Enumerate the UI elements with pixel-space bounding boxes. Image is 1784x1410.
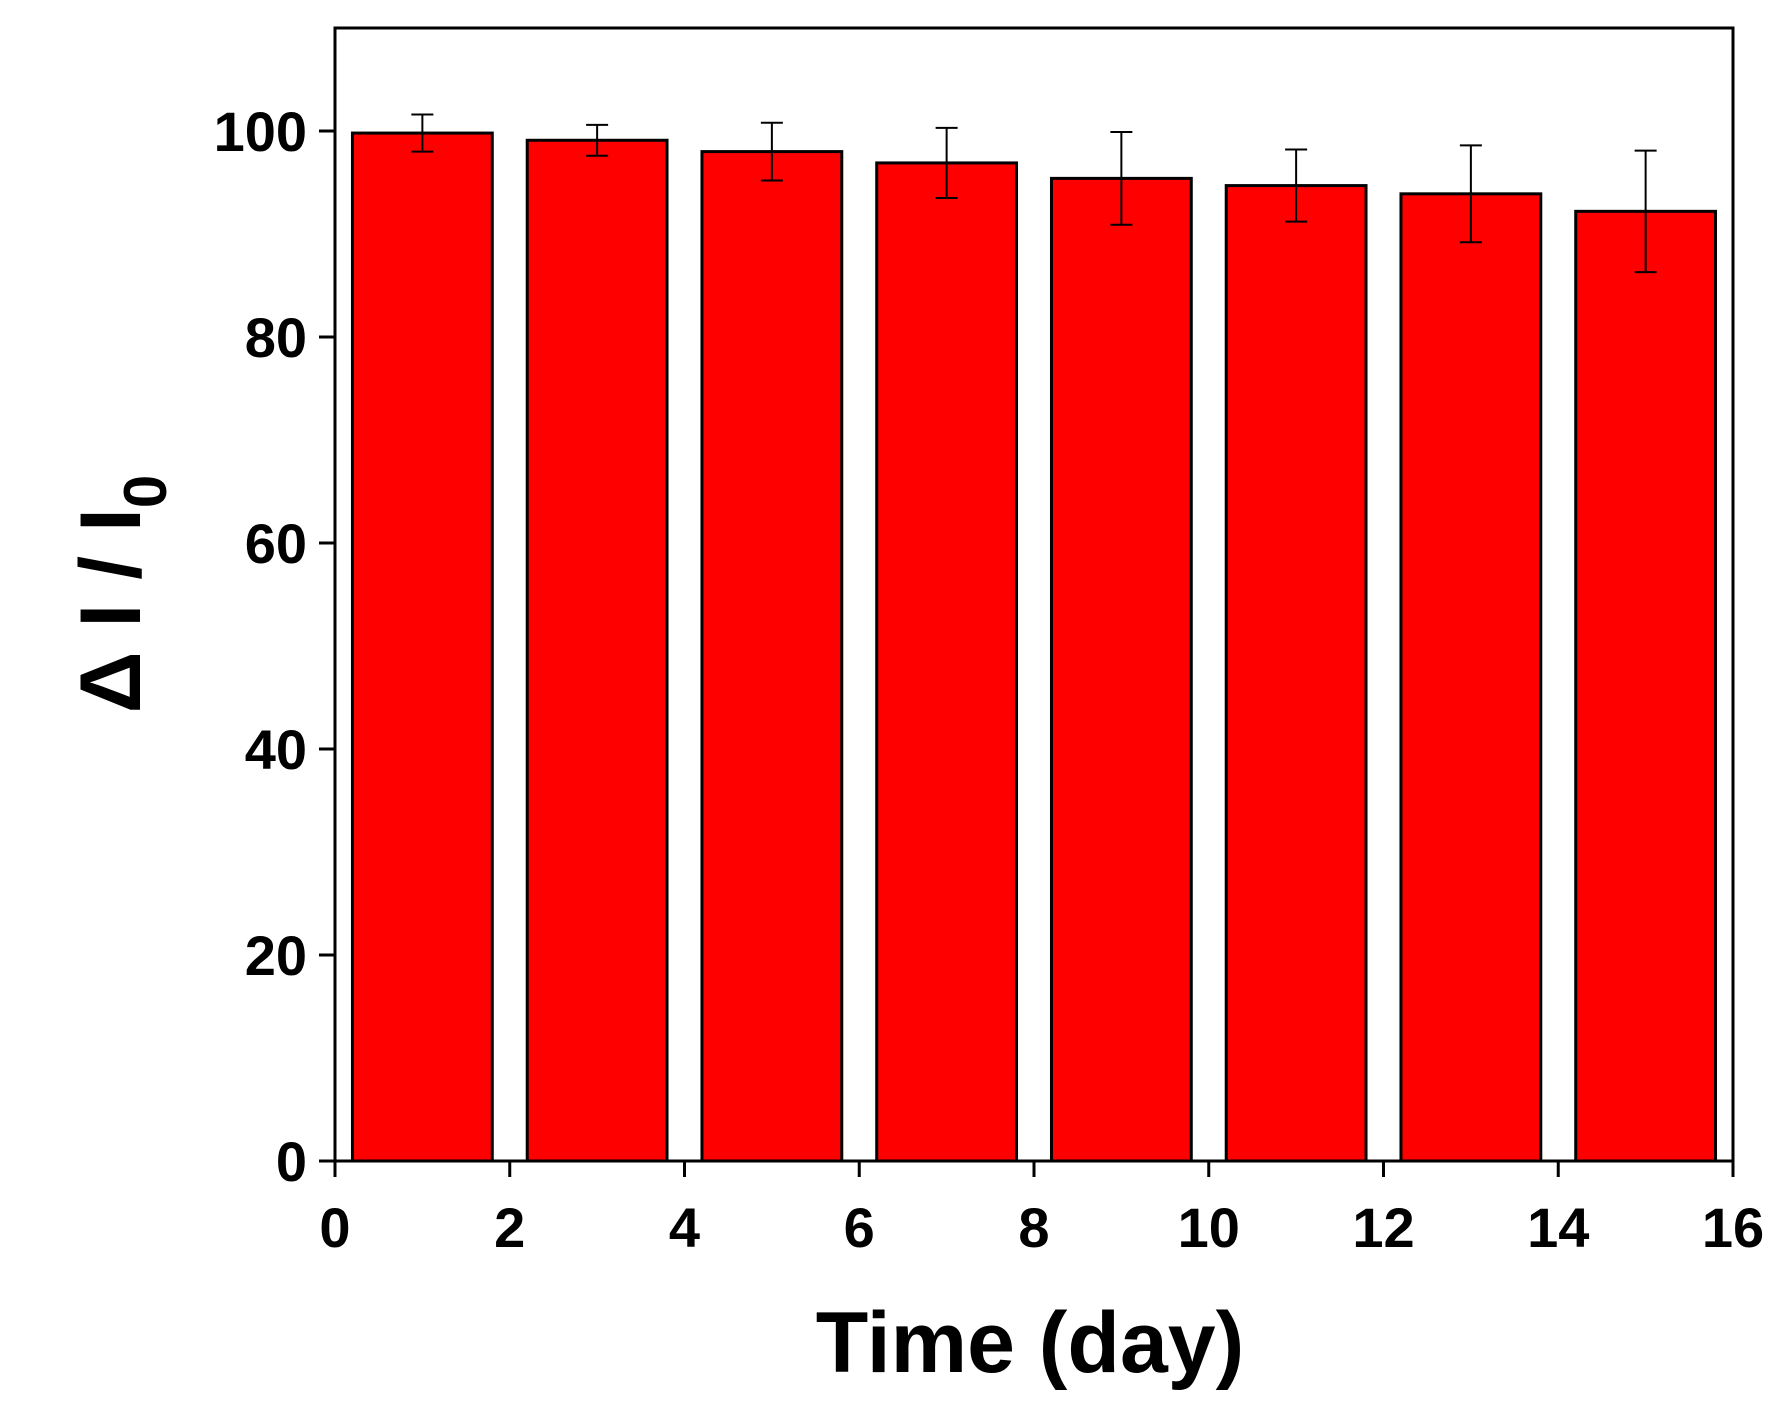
error-bar-7 — [1459, 144, 1482, 244]
error-bar-1 — [411, 113, 434, 153]
bars-layer — [350, 131, 1718, 1163]
x-tick-label: 16 — [1702, 1196, 1764, 1259]
bar-6 — [1224, 184, 1368, 1163]
bar-7 — [1399, 192, 1543, 1163]
y-tick-label: 80 — [245, 306, 307, 369]
x-tick-label: 12 — [1352, 1196, 1414, 1259]
bar-5 — [1049, 176, 1193, 1163]
x-tick-label: 2 — [494, 1196, 525, 1259]
y-ticks-layer: 0 20 40 60 80 100 — [214, 100, 335, 1193]
x-tick-label: 4 — [669, 1196, 700, 1259]
y-axis-title-subscript: 0 — [112, 475, 179, 508]
x-tick-label: 8 — [1018, 1196, 1049, 1259]
error-bar-4 — [935, 126, 958, 199]
x-ticks-layer: 0 2 4 6 8 10 12 14 16 — [319, 1161, 1764, 1259]
x-tick-label: 0 — [319, 1196, 350, 1259]
error-bar-8 — [1634, 149, 1657, 274]
y-tick-label: 20 — [245, 924, 307, 987]
y-tick-label: 60 — [245, 512, 307, 575]
x-tick-label: 6 — [844, 1196, 875, 1259]
y-axis-title-main: Δ I / I — [63, 508, 159, 713]
x-axis-title: Time (day) — [816, 1295, 1245, 1391]
bar-1 — [350, 131, 494, 1163]
y-axis-title: Δ I / I0 — [63, 475, 179, 714]
x-tick-label: 10 — [1178, 1196, 1240, 1259]
error-bar-6 — [1285, 148, 1308, 223]
x-tick-label: 14 — [1527, 1196, 1589, 1259]
y-tick-label: 0 — [276, 1130, 307, 1193]
bar-4 — [875, 161, 1019, 1163]
bar-3 — [700, 150, 844, 1163]
error-bar-2 — [586, 123, 609, 157]
y-tick-label: 100 — [214, 100, 307, 163]
bar-8 — [1574, 209, 1718, 1163]
y-tick-label: 40 — [245, 718, 307, 781]
error-bar-5 — [1110, 131, 1133, 226]
error-bar-3 — [760, 121, 783, 182]
bar-2 — [525, 138, 669, 1163]
error-bars-layer — [411, 113, 1657, 274]
